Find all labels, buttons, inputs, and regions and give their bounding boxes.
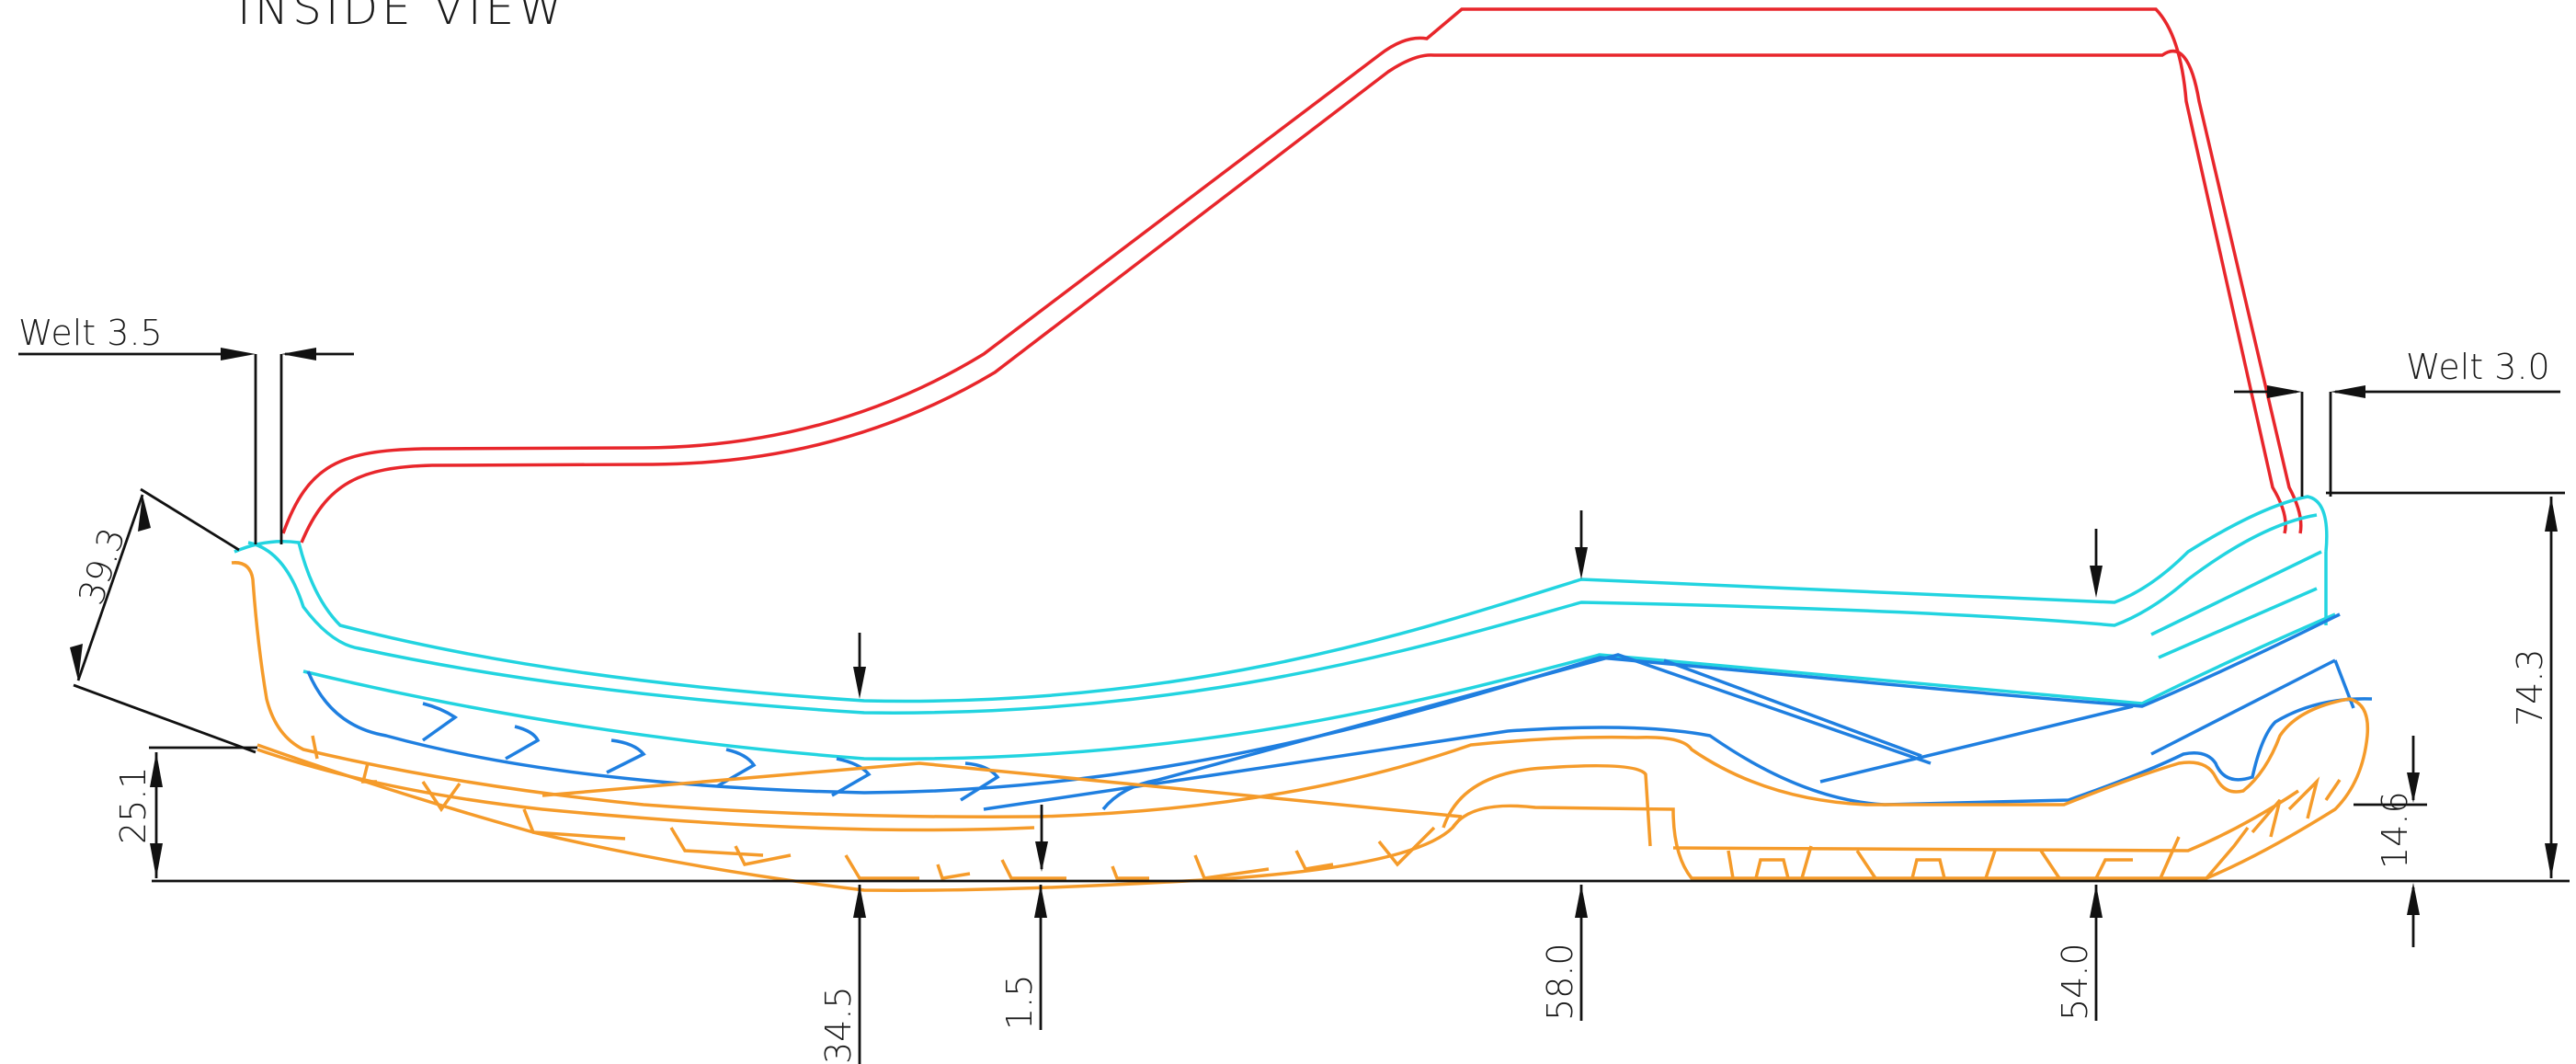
forefoot-height-label: 34.5 [818, 986, 859, 1064]
upper-outline [281, 7, 2303, 543]
outsole-layer [231, 561, 2370, 892]
insole-layer [234, 495, 2336, 761]
welt-right-label: Welt 3.0 [2406, 347, 2550, 387]
dimension-lines [18, 352, 2570, 1064]
toe-height-label: 25.1 [113, 766, 154, 844]
total-height-label: 74.3 [2510, 648, 2550, 726]
heel-lift-label: 14.6 [2375, 791, 2415, 869]
toe-thickness-label: 39.3 [71, 523, 133, 610]
dimension-arrows [70, 348, 2558, 918]
heel-height-label: 54.0 [2055, 943, 2095, 1021]
view-title: INSIDE VIEW [237, 0, 567, 35]
midsole-layer [306, 612, 2373, 811]
waist-height-label: 58.0 [1540, 943, 1580, 1021]
welt-left-label: Welt 3.5 [18, 313, 163, 353]
sole-gap-label: 1.5 [999, 975, 1040, 1030]
